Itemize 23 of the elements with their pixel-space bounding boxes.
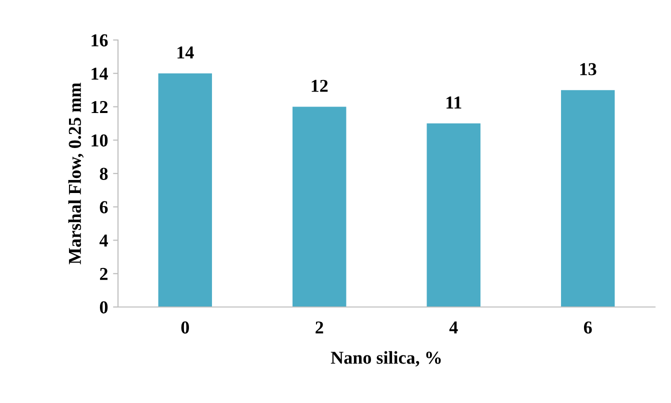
bar [561, 90, 615, 307]
data-label: 12 [312, 80, 328, 92]
bar [426, 123, 480, 307]
x-tick-label: 4 [449, 322, 458, 334]
y-tick-label: 10 [92, 134, 108, 147]
y-tick-label: 4 [100, 234, 108, 247]
bar [158, 73, 212, 307]
data-label: 11 [446, 96, 462, 108]
x-tick-label: 6 [584, 321, 592, 334]
y-tick-label: 14 [92, 68, 108, 80]
y-tick-label: 12 [92, 101, 108, 114]
bar [292, 106, 346, 307]
y-tick-label: 0 [100, 301, 108, 314]
x-axis-title: Nano silica, % [330, 351, 441, 366]
y-tick-label: 6 [100, 201, 108, 214]
data-label: 14 [178, 46, 194, 58]
x-tick-label: 2 [316, 321, 324, 334]
data-label: 13 [580, 63, 596, 76]
x-tick-label: 0 [181, 321, 189, 334]
y-tick-label: 16 [92, 34, 108, 46]
y-axis-title: Marshal Flow, 0.25 mm [68, 82, 84, 264]
y-tick-label: 2 [100, 268, 108, 280]
y-tick-label: 8 [100, 168, 108, 180]
